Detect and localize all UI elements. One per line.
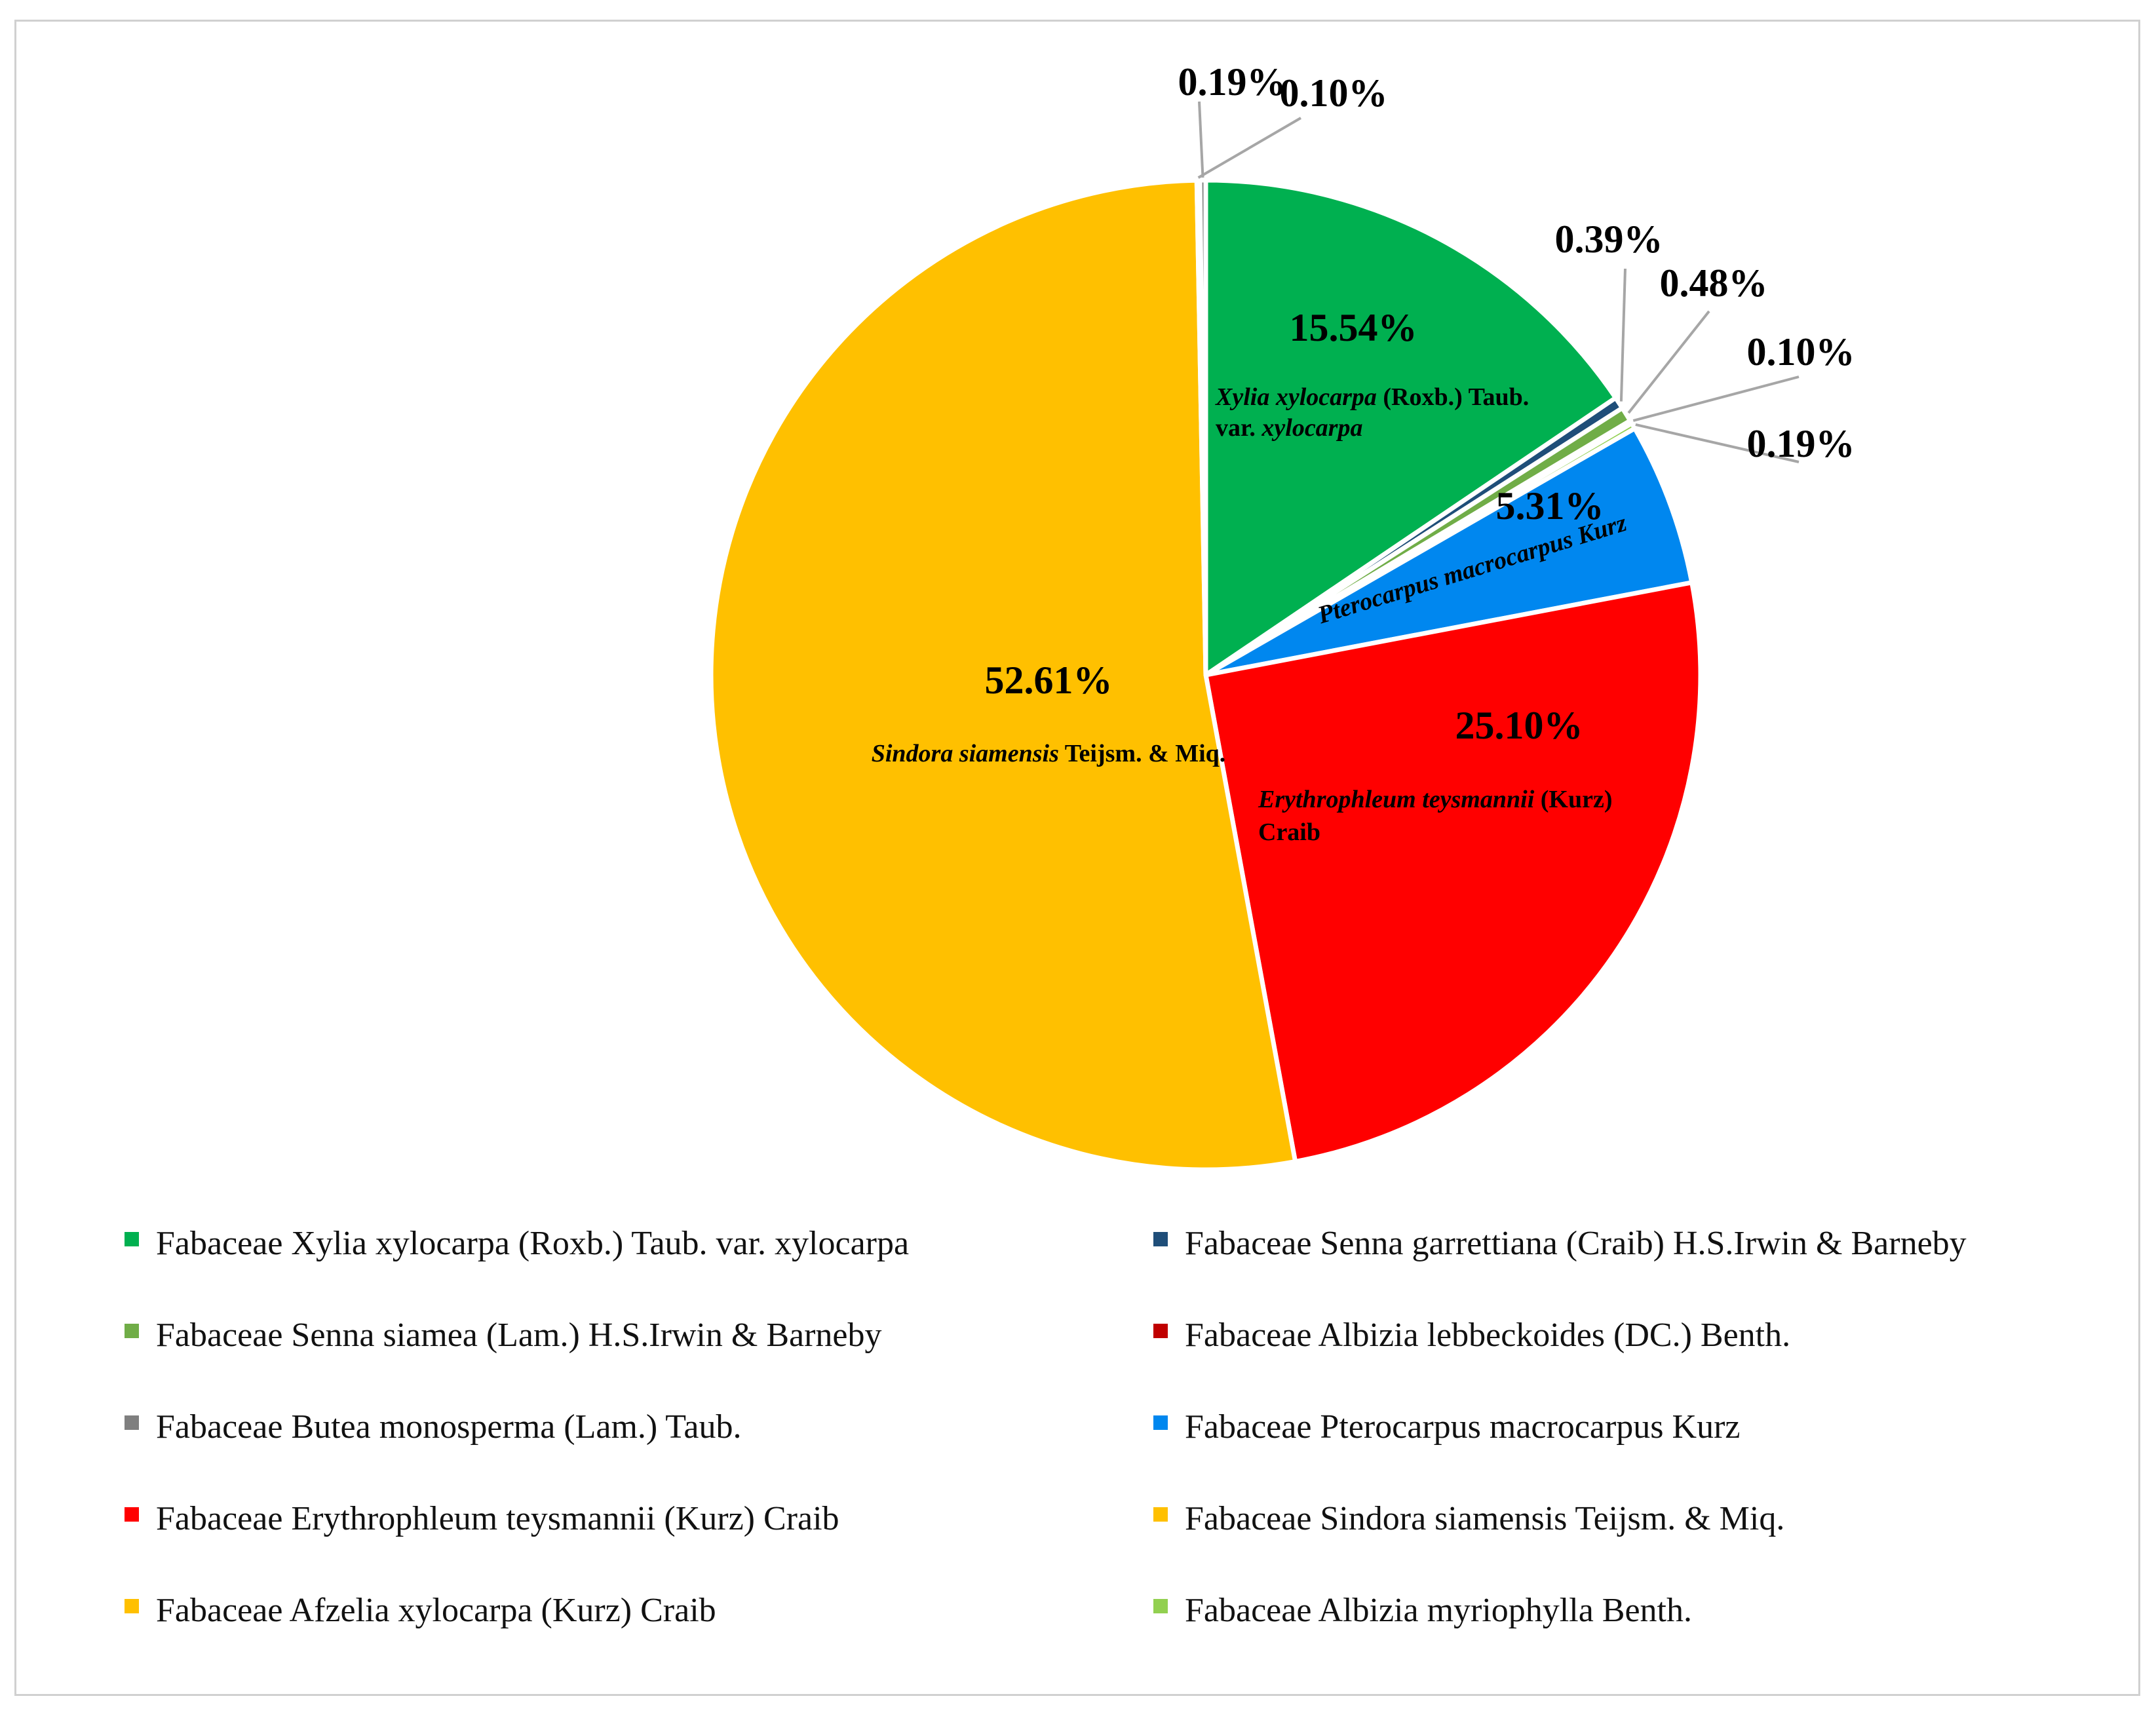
leader-line-2 (1627, 310, 1710, 414)
slice-label-group-6: Erythrophleum teysmannii (Kurz) Craib (1258, 786, 1612, 846)
slice-percent-label-2: 0.48% (1660, 261, 1768, 305)
slice-name-label-7-0: Sindora siamensis Teijsm. & Miq. (872, 740, 1226, 767)
slice-percent-label-4: 0.19% (1747, 422, 1855, 465)
slice-name-label-6-1: Craib (1258, 818, 1320, 846)
slice-percent-label-1: 0.39% (1555, 218, 1663, 261)
pie-slice-5 (1203, 426, 1695, 678)
slice-percent-label-0: 15.54% (1290, 306, 1417, 349)
slice-name-label-6-0: Erythrophleum teysmannii (Kurz) (1258, 786, 1612, 813)
pie-slice-6 (1203, 580, 1703, 1164)
legend-swatch-5 (1153, 1415, 1168, 1430)
legend-label-4: Fabaceae Butea monosperma (Lam.) Taub. (156, 1408, 742, 1446)
pie-slice-0 (1203, 178, 1618, 678)
slice-name-label-0-0: Xylia xylocarpa (Roxb.) Taub. (1215, 383, 1529, 411)
leader-line-4 (1635, 423, 1800, 463)
slice-percent-label-6: 25.10% (1455, 704, 1583, 747)
slice-percent-label-3: 0.10% (1747, 330, 1855, 374)
pie-slice-7 (708, 178, 1298, 1172)
pie-slice-9 (1197, 178, 1208, 678)
pie-slices (708, 178, 1703, 1172)
slice-name-label-0-1: var. xylocarpa (1216, 414, 1362, 442)
legend-label-3: Fabaceae Albizia lebbeckoides (DC.) Bent… (1185, 1317, 1790, 1354)
slice-percent-label-8: 0.10% (1280, 71, 1388, 115)
legend-swatch-8 (125, 1599, 139, 1613)
legend-label-9: Fabaceae Albizia myriophylla Benth. (1185, 1592, 1692, 1629)
slice-percent-label-9: 0.19% (1178, 60, 1286, 104)
legend-swatch-2 (125, 1324, 139, 1338)
legend: Fabaceae Xylia xylocarpa (Roxb.) Taub. v… (125, 1225, 1967, 1629)
leader-line-8 (1197, 117, 1302, 179)
slice-label-group-7: Sindora siamensis Teijsm. & Miq. (872, 740, 1226, 767)
leader-line-1 (1619, 268, 1627, 402)
legend-swatch-7 (1153, 1507, 1168, 1522)
legend-label-1: Fabaceae Senna garrettiana (Craib) H.S.I… (1185, 1225, 1967, 1262)
slice-label-group-0: Xylia xylocarpa (Roxb.) Taub. var. xyloca… (1215, 383, 1529, 442)
slice-percent-label-5: 5.31% (1496, 484, 1604, 528)
legend-swatch-4 (125, 1415, 139, 1430)
legend-label-7: Fabaceae Sindora siamensis Teijsm. & Miq… (1185, 1500, 1784, 1537)
legend-label-5: Fabaceae Pterocarpus macrocarpus Kurz (1185, 1408, 1740, 1446)
legend-label-2: Fabaceae Senna siamea (Lam.) H.S.Irwin &… (156, 1317, 882, 1354)
leader-line-3 (1632, 375, 1800, 422)
slice-percent-label-7: 52.61% (985, 659, 1113, 702)
legend-swatch-1 (1153, 1232, 1168, 1246)
leader-line-9 (1198, 101, 1204, 178)
legend-label-0: Fabaceae Xylia xylocarpa (Roxb.) Taub. v… (156, 1225, 909, 1262)
legend-label-6: Fabaceae Erythrophleum teysmannii (Kurz)… (156, 1500, 839, 1537)
legend-swatch-0 (125, 1232, 139, 1246)
legend-swatch-3 (1153, 1324, 1168, 1338)
leader-lines (1197, 101, 1800, 463)
legend-swatch-6 (125, 1507, 139, 1522)
legend-label-8: Fabaceae Afzelia xylocarpa (Kurz) Craib (156, 1592, 716, 1629)
legend-swatch-9 (1153, 1599, 1168, 1613)
